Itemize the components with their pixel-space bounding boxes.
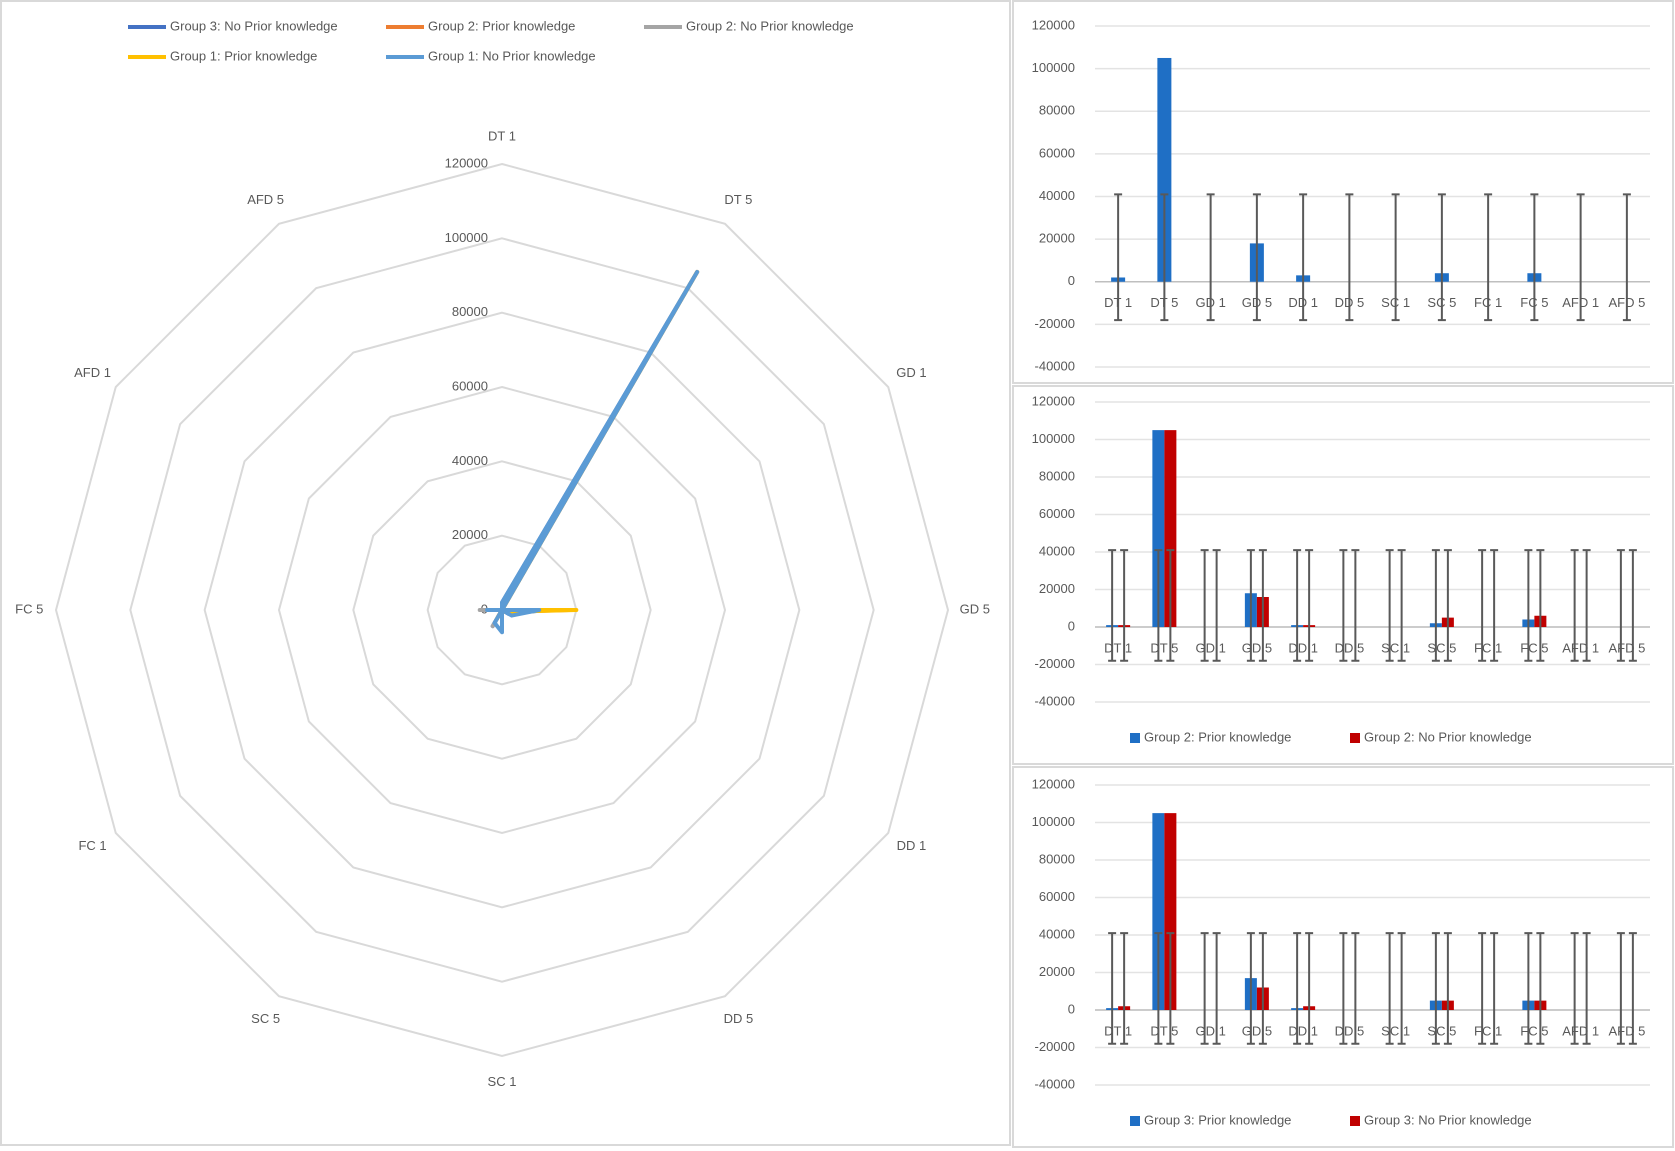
x-tick-label: DD 1	[1288, 1023, 1318, 1038]
radial-tick-label: 80000	[452, 304, 488, 319]
category-label: DT 5	[724, 192, 752, 207]
y-tick-label: -20000	[1035, 1039, 1075, 1054]
legend-label: Group 2: No Prior knowledge	[686, 18, 854, 33]
x-tick-label: FC 1	[1474, 1023, 1502, 1038]
y-tick-label: 0	[1068, 618, 1075, 633]
x-tick-label: SC 1	[1381, 1023, 1410, 1038]
category-label: DT 1	[488, 129, 516, 144]
y-tick-label: 20000	[1039, 231, 1075, 246]
bar-panel	[1012, 0, 1674, 384]
y-tick-label: -40000	[1035, 358, 1075, 373]
y-tick-label: 60000	[1039, 889, 1075, 904]
x-tick-label: DT 5	[1150, 640, 1178, 655]
grid-ring	[277, 385, 727, 835]
x-tick-label: FC 5	[1520, 1023, 1548, 1038]
y-tick-label: 0	[1068, 1001, 1075, 1016]
x-tick-label: GD 5	[1242, 640, 1272, 655]
y-tick-label: 0	[1068, 273, 1075, 288]
x-tick-label: DT 5	[1150, 1023, 1178, 1038]
category-label: SC 5	[251, 1011, 280, 1026]
bar	[1164, 813, 1177, 1010]
legend-label: Group 2: Prior knowledge	[1144, 729, 1291, 744]
x-tick-label: DT 1	[1104, 1023, 1132, 1038]
grid-ring	[203, 311, 801, 909]
legend-label: Group 3: No Prior knowledge	[170, 18, 338, 33]
category-label: GD 5	[960, 601, 990, 616]
category-label: FC 1	[78, 838, 106, 853]
category-label: FC 5	[15, 601, 43, 616]
legend-label: Group 2: Prior knowledge	[428, 18, 575, 33]
legend-swatch	[1350, 1116, 1360, 1126]
radial-tick-label: 40000	[452, 453, 488, 468]
legend-label: Group 3: No Prior knowledge	[1364, 1112, 1532, 1127]
y-tick-label: 80000	[1039, 851, 1075, 866]
x-tick-label: DD 5	[1335, 640, 1365, 655]
y-tick-label: 40000	[1039, 188, 1075, 203]
x-tick-label: DT 1	[1104, 640, 1132, 655]
radar-panel	[0, 0, 1011, 1146]
bar	[1157, 57, 1172, 282]
x-tick-label: SC 5	[1427, 640, 1456, 655]
x-tick-label: FC 1	[1474, 640, 1502, 655]
y-tick-label: -20000	[1035, 656, 1075, 671]
grid-ring	[426, 534, 578, 686]
x-tick-label: AFD 5	[1608, 640, 1645, 655]
y-tick-label: 60000	[1039, 506, 1075, 521]
bar	[1152, 813, 1165, 1010]
x-tick-label: GD 1	[1195, 640, 1225, 655]
y-tick-label: 40000	[1039, 543, 1075, 558]
radar-line	[485, 270, 700, 635]
bar	[1152, 430, 1165, 627]
legend-swatch	[1130, 733, 1140, 743]
x-tick-label: SC 5	[1427, 1023, 1456, 1038]
grid-ring	[352, 460, 652, 760]
category-label: SC 1	[488, 1074, 517, 1089]
radial-tick-label: 20000	[452, 527, 488, 542]
category-label: DD 1	[897, 838, 927, 853]
radial-tick-label: 60000	[452, 378, 488, 393]
legend-swatch	[1350, 733, 1360, 743]
grid-ring	[129, 237, 875, 983]
x-tick-label: GD 1	[1195, 1023, 1225, 1038]
radial-tick-label: 100000	[445, 230, 488, 245]
category-label: DD 5	[724, 1011, 754, 1026]
y-tick-label: 120000	[1032, 17, 1075, 32]
bar	[1164, 430, 1177, 627]
x-tick-label: FC 5	[1520, 640, 1548, 655]
x-tick-label: AFD 1	[1562, 640, 1599, 655]
x-tick-label: AFD 5	[1608, 1023, 1645, 1038]
legend-swatch	[1130, 1116, 1140, 1126]
x-tick-label: SC 1	[1381, 640, 1410, 655]
y-tick-label: -40000	[1035, 693, 1075, 708]
x-tick-label: DD 1	[1288, 640, 1318, 655]
grid-ring	[54, 162, 950, 1058]
legend-label: Group 2: No Prior knowledge	[1364, 729, 1532, 744]
radial-tick-label: 120000	[445, 155, 488, 170]
y-tick-label: 80000	[1039, 468, 1075, 483]
x-tick-label: AFD 1	[1562, 1023, 1599, 1038]
y-tick-label: 120000	[1032, 393, 1075, 408]
legend-label: Group 1: No Prior knowledge	[428, 48, 596, 63]
y-tick-label: -20000	[1035, 316, 1075, 331]
y-tick-label: 100000	[1032, 60, 1075, 75]
y-tick-label: 60000	[1039, 145, 1075, 160]
y-tick-label: 20000	[1039, 581, 1075, 596]
y-tick-label: 100000	[1032, 431, 1075, 446]
category-label: GD 1	[896, 365, 926, 380]
y-tick-label: 20000	[1039, 964, 1075, 979]
category-label: AFD 1	[74, 365, 111, 380]
category-label: AFD 5	[247, 192, 284, 207]
y-tick-label: -40000	[1035, 1076, 1075, 1091]
y-tick-label: 100000	[1032, 814, 1075, 829]
legend-label: Group 3: Prior knowledge	[1144, 1112, 1291, 1127]
x-tick-label: GD 5	[1242, 1023, 1272, 1038]
y-tick-label: 120000	[1032, 776, 1075, 791]
y-tick-label: 40000	[1039, 926, 1075, 941]
y-tick-label: 80000	[1039, 103, 1075, 118]
x-tick-label: DD 5	[1335, 1023, 1365, 1038]
legend-label: Group 1: Prior knowledge	[170, 48, 317, 63]
